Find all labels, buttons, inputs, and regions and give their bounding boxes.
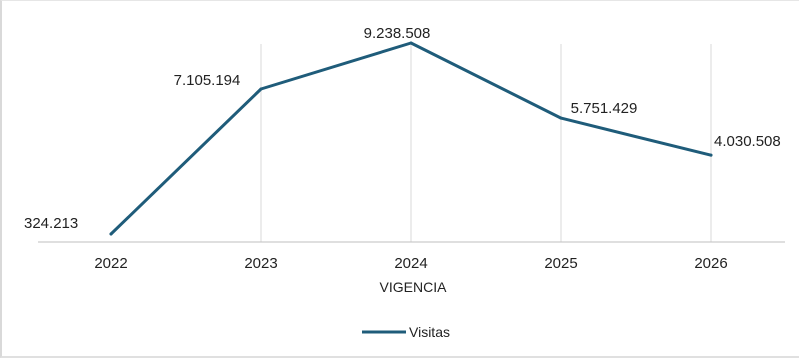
- data-point-2026: [709, 153, 713, 157]
- x-tick-2023: 2023: [244, 255, 277, 272]
- data-point-2023: [259, 87, 263, 91]
- data-label-2024: 9.238.508: [364, 25, 431, 42]
- x-axis-title: VIGENCIA: [380, 279, 448, 295]
- x-tick-2026: 2026: [694, 255, 727, 272]
- data-label-2025: 5.751.429: [571, 100, 638, 117]
- x-tick-2025: 2025: [544, 255, 577, 272]
- x-tick-labels: 2022 2023 2024 2025 2026: [94, 255, 727, 272]
- x-tick-2024: 2024: [394, 255, 427, 272]
- data-label-2022: 324.213: [24, 215, 78, 232]
- legend: Visitas: [362, 324, 450, 340]
- data-labels: 324.213 7.105.194 9.238.508 5.751.429 4.030.…: [24, 25, 781, 236]
- data-point-2022: [109, 232, 113, 236]
- gridlines: [260, 44, 712, 242]
- legend-label-visitas: Visitas: [409, 324, 450, 340]
- data-point-2024: [409, 41, 413, 45]
- data-label-2023: 7.105.194: [174, 72, 241, 89]
- x-tick-2022: 2022: [94, 255, 127, 272]
- data-label-2026: 4.030.508: [714, 133, 781, 150]
- data-point-2025: [559, 116, 563, 120]
